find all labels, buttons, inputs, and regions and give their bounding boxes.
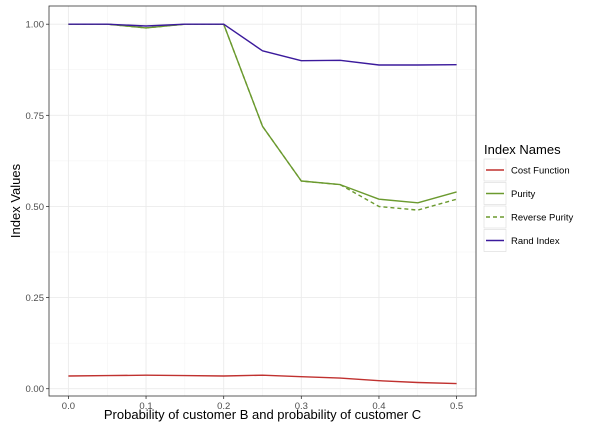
series-line-cost-function: [68, 374, 457, 385]
x-tick-label: 0.4: [372, 401, 385, 412]
y-tick-label: 0.75: [26, 111, 45, 122]
legend-label: Cost Function: [511, 166, 570, 177]
legend-label: Rand Index: [511, 236, 560, 247]
plot-panel: [48, 5, 477, 397]
x-axis-title: Probability of customer B and probabilit…: [104, 407, 421, 422]
series-line-reverse-purity: [68, 23, 457, 211]
y-tick-label: 0.25: [26, 293, 45, 304]
legend-label: Purity: [511, 189, 536, 200]
y-tick-label: 0.50: [26, 202, 45, 213]
legend-title: Index Names: [484, 142, 561, 157]
x-tick-label: 0.3: [295, 401, 308, 412]
y-axis-title: Index Values: [8, 163, 23, 238]
series-line-rand-index: [68, 23, 457, 66]
series-lines: [68, 23, 457, 385]
x-tick-label: 0.5: [450, 401, 463, 412]
x-tick-label: 0.1: [139, 401, 152, 412]
x-tick-label: 0.0: [62, 401, 75, 412]
legend-label: Reverse Purity: [511, 213, 574, 224]
y-tick-label: 1.00: [26, 20, 45, 31]
axes: 0.0 0.1 0.2 0.3 0.4 0.5 0.00 0.25 0.50 0.75 1.00: [26, 20, 464, 412]
x-tick-label: 0.2: [217, 401, 230, 412]
y-tick-label: 0.00: [26, 384, 45, 395]
legend: Index Names Cost Function Purity Reverse P…: [483, 142, 574, 252]
